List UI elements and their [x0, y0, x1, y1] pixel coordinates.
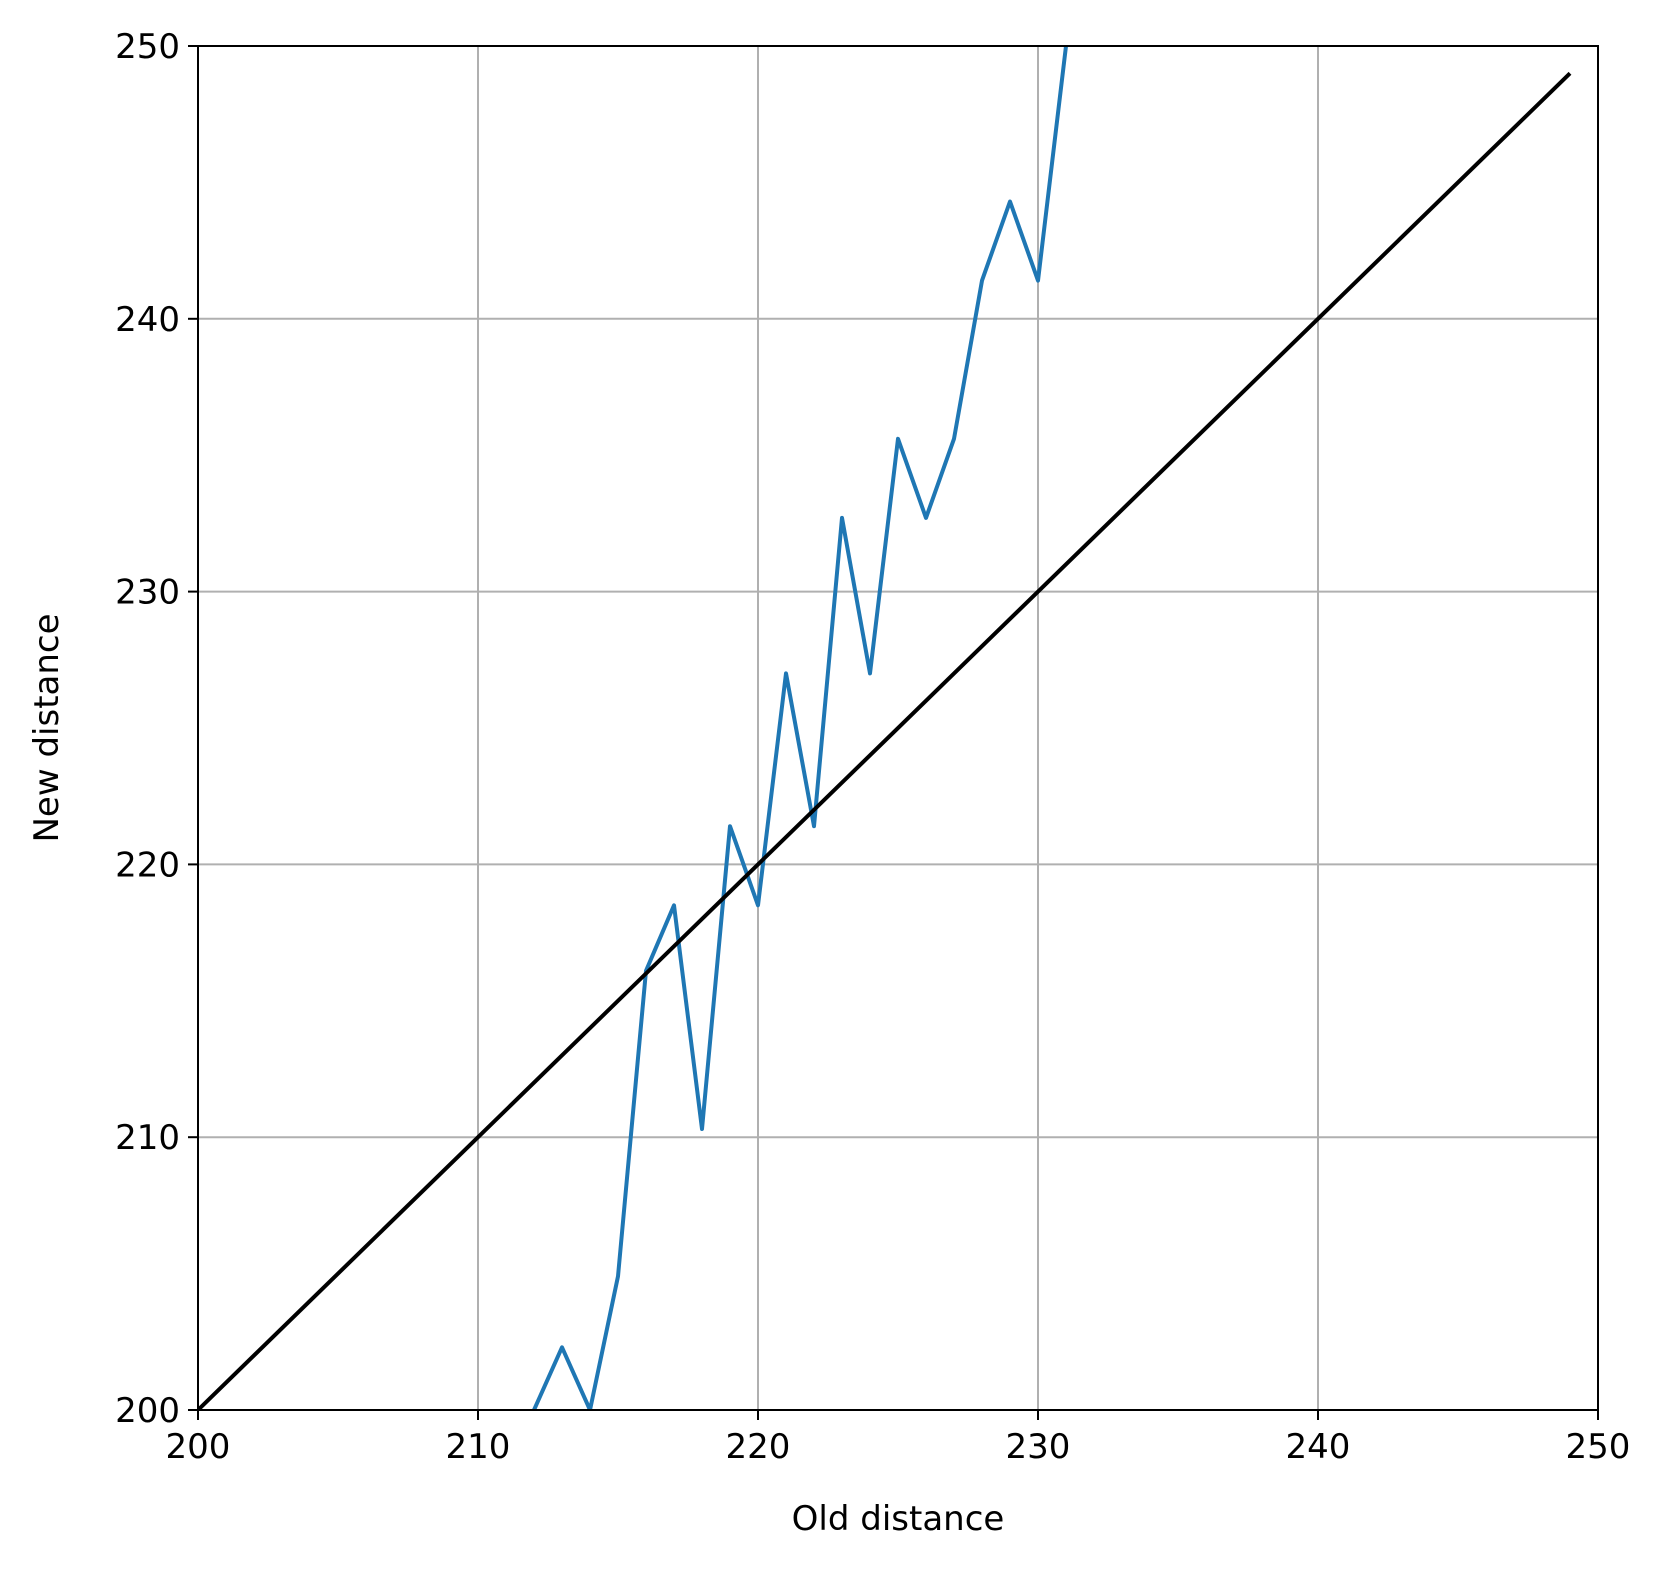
x-tick-label: 240: [1286, 1427, 1351, 1467]
series-line-blue: [531, 46, 1069, 1410]
x-tick-label: 200: [166, 1427, 231, 1467]
y-tick-label: 230: [115, 573, 180, 613]
series-layer: [198, 46, 1572, 1410]
y-axis-label: New distance: [27, 613, 67, 842]
reference-line-black: [198, 71, 1572, 1410]
grid: [197, 45, 1599, 1411]
y-tick-label: 220: [115, 845, 180, 885]
x-axis-ticks: 200 210 220 230 240 250: [166, 1410, 1631, 1467]
y-tick-label: 240: [115, 300, 180, 340]
y-axis-ticks: 200 210 220 230 240 250: [115, 27, 198, 1431]
plot-frame: [197, 45, 1599, 1411]
x-tick-label: 210: [446, 1427, 511, 1467]
x-tick-label: 250: [1566, 1427, 1631, 1467]
y-tick-label: 200: [115, 1391, 180, 1431]
x-axis-label: Old distance: [792, 1499, 1005, 1539]
y-tick-label: 210: [115, 1118, 180, 1158]
y-tick-label: 250: [115, 27, 180, 67]
x-tick-label: 220: [726, 1427, 791, 1467]
x-tick-label: 230: [1006, 1427, 1071, 1467]
